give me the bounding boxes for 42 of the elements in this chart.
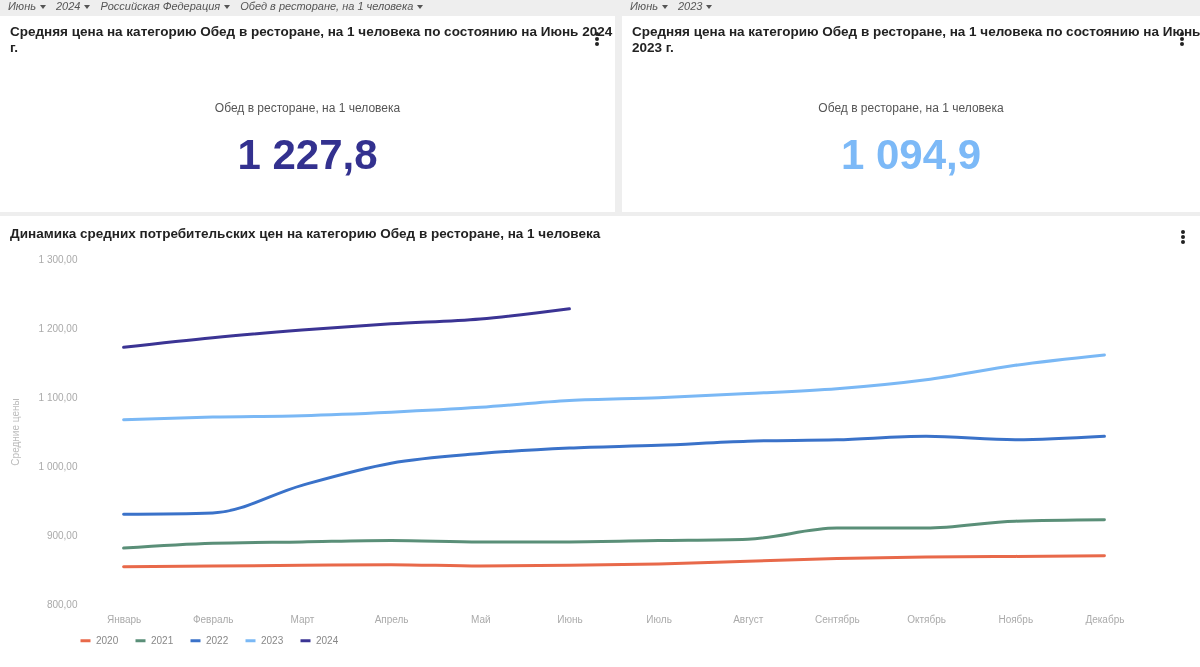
y-tick-label: 900,00	[46, 529, 78, 541]
line-series	[122, 434, 1106, 516]
x-tick-label: Ноябрь	[998, 613, 1034, 625]
text: Российская Федерация	[100, 0, 221, 12]
text: Обед в ресторане, на 1 человека	[818, 101, 1004, 115]
text: 2024	[55, 0, 81, 12]
x-tick-label: Июль	[646, 613, 672, 625]
text: Июнь	[630, 0, 658, 12]
y-tick-label: 800,00	[46, 598, 78, 610]
text: Июнь	[8, 0, 36, 12]
legend-label: 2022	[206, 634, 229, 646]
line-series	[122, 353, 1106, 422]
y-tick-label: 1 100,00	[38, 391, 78, 403]
text: 2023	[677, 0, 703, 12]
x-tick-label: Август	[733, 613, 764, 625]
x-tick-label: Март	[290, 613, 315, 625]
x-tick-label: Июнь	[557, 613, 583, 625]
text: Обед в ресторане, на 1 человека	[214, 101, 401, 115]
y-tick-label: 1 000,00	[38, 460, 78, 472]
text: 1 227,8	[237, 131, 378, 178]
x-tick-label: Май	[470, 613, 491, 625]
x-tick-label: Апрель	[374, 613, 409, 625]
y-axis-title: Средние цены	[9, 398, 21, 466]
y-tick-label: 1 200,00	[38, 322, 78, 334]
chart-title: Динамика средних потребительских цен на категорию Обед в ресторане, на 1 человека	[10, 225, 601, 241]
legend-label: 2024	[316, 634, 339, 646]
y-tick-label: 1 300,00	[38, 253, 78, 265]
x-tick-label: Сентябрь	[815, 613, 860, 625]
text: Обед в ресторане, на 1 человека	[240, 0, 414, 12]
legend-label: 2023	[261, 634, 284, 646]
x-tick-label: Февраль	[192, 613, 234, 625]
x-tick-label: Январь	[106, 613, 142, 625]
text: 1 094,9	[840, 131, 982, 178]
text: Средняя цена на категорию Обед в ресторане, на 1 человека по состоянию на Июнь 2023 г.	[632, 23, 1200, 55]
line-series	[122, 518, 1106, 550]
legend-label: 2021	[151, 634, 174, 646]
line-series	[122, 554, 1106, 569]
legend-label: 2020	[96, 634, 119, 646]
line-series	[122, 307, 571, 349]
x-tick-label: Октябрь	[907, 613, 946, 625]
text: Средняя цена на категорию Обед в ресторане, на 1 человека по состоянию на Июнь 2024 г.	[10, 23, 613, 55]
x-tick-label: Декабрь	[1085, 613, 1125, 625]
